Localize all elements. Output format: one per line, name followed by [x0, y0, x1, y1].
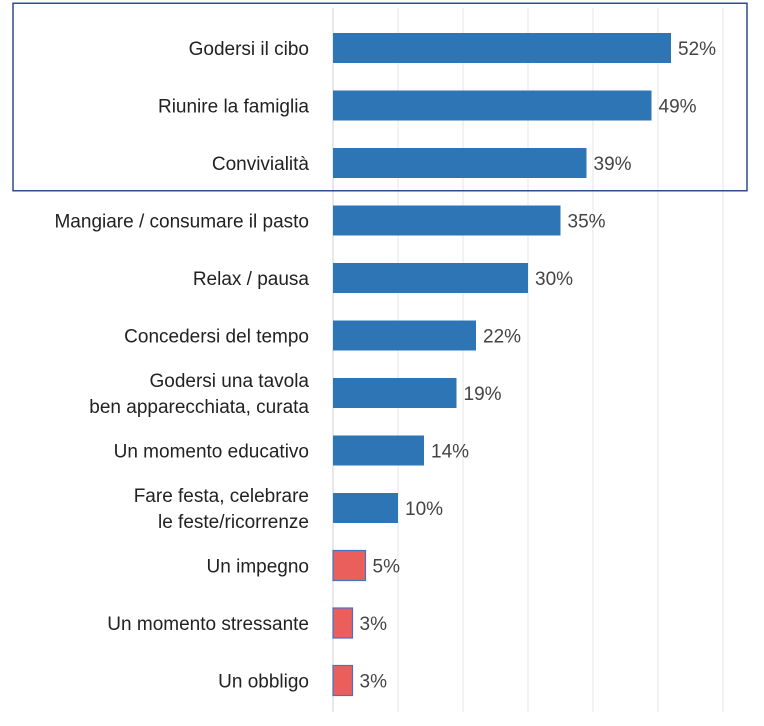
value-label-9: 10% [405, 499, 443, 520]
value-label-3: 39% [594, 154, 632, 175]
category-label-7: Godersi una tavola ben apparecchiata, cur… [89, 371, 309, 418]
highlight-box [12, 2, 748, 192]
category-label-1: Godersi il cibo [189, 39, 309, 60]
category-label-line: Godersi una tavola [150, 371, 310, 392]
bar-1 [333, 33, 671, 63]
bar-2 [333, 90, 652, 121]
bar-10 [332, 549, 367, 582]
value-label-4: 35% [568, 212, 606, 233]
category-label-4: Mangiare / consumare il pasto [54, 212, 309, 233]
category-label-3: Convivialità [212, 154, 310, 175]
bar-9 [333, 493, 398, 523]
category-label-6: Concedersi del tempo [124, 327, 309, 348]
category-label-line: Fare festa, celebrare [134, 486, 309, 507]
bar-5 [333, 263, 528, 293]
value-label-6: 22% [483, 327, 521, 348]
value-label-2: 49% [659, 97, 697, 118]
category-label-9: Fare festa, celebrare le feste/ricorrenze [134, 486, 309, 533]
value-label-11: 3% [360, 614, 388, 635]
category-label-11: Un momento stressante [107, 614, 309, 635]
category-label-5: Relax / pausa [193, 269, 310, 290]
bar-6 [333, 320, 476, 351]
value-label-12: 3% [360, 672, 388, 693]
value-label-7: 19% [464, 384, 502, 405]
bar-4 [333, 205, 561, 236]
category-label-12: Un obbligo [218, 672, 309, 693]
grid-lines [397, 8, 724, 712]
bar-11 [332, 607, 354, 639]
bar-3 [333, 148, 587, 178]
category-label-10: Un impegno [207, 557, 309, 578]
value-label-5: 30% [535, 269, 573, 290]
category-label-2: Riunire la famiglia [158, 97, 309, 118]
value-label-1: 52% [678, 39, 716, 60]
bars [332, 33, 671, 697]
value-labels: 52% 49% 39% 35% 30% 22% 19% 14% 10% 5% 3% 3% [360, 39, 717, 693]
bar-8 [333, 435, 424, 466]
category-labels: Godersi il cibo Riunire la famiglia Conviv… [54, 39, 309, 693]
bar-7 [333, 378, 457, 408]
value-label-8: 14% [431, 442, 469, 463]
category-label-8: Un momento educativo [114, 442, 309, 463]
category-label-line: le feste/ricorrenze [158, 512, 309, 533]
value-label-10: 5% [373, 557, 401, 578]
category-label-line: ben apparecchiata, curata [89, 397, 309, 418]
bar-12 [332, 664, 354, 697]
